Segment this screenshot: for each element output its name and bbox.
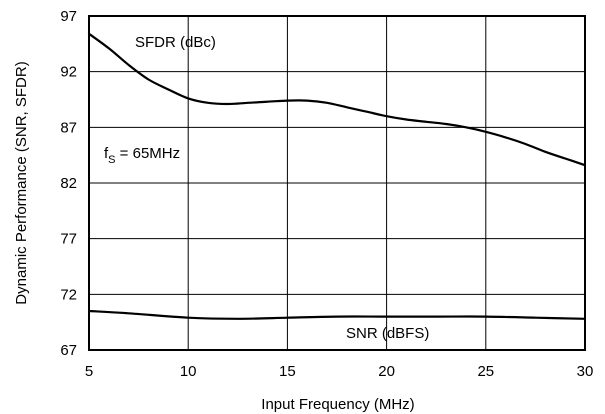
fs-value: = 65MHz [116, 145, 181, 162]
y-tick-label: 67 [60, 342, 77, 359]
x-axis-title: Input Frequency (MHz) [261, 396, 414, 413]
tick-labels: 5 10 15 20 25 30 67 72 77 82 87 92 97 [60, 8, 593, 380]
x-tick-label: 5 [85, 363, 93, 380]
sfdr-annotation: SFDR (dBc) [135, 34, 216, 51]
fs-symbol: f [104, 145, 109, 162]
grid-lines [88, 15, 586, 351]
y-tick-label: 82 [60, 175, 77, 192]
y-tick-label: 77 [60, 231, 77, 248]
fs-subscript: S [108, 154, 115, 166]
sfdr-series-line [87, 32, 587, 167]
x-tick-label: 20 [378, 363, 395, 380]
y-axis-title: Dynamic Performance (SNR, SFDR) [13, 61, 30, 304]
x-tick-label: 30 [577, 363, 594, 380]
x-tick-label: 10 [180, 363, 197, 380]
x-tick-label: 25 [477, 363, 494, 380]
sampling-frequency-annotation: fS = 65MHz [104, 145, 180, 166]
y-tick-label: 87 [60, 119, 77, 136]
y-tick-label: 72 [60, 286, 77, 303]
x-tick-label: 15 [279, 363, 296, 380]
data-curves [87, 32, 587, 320]
y-tick-label: 92 [60, 64, 77, 81]
snr-series-line [87, 309, 587, 320]
y-tick-label: 97 [60, 8, 77, 25]
plot-frame [88, 15, 586, 351]
snr-annotation: SNR (dBFS) [346, 325, 429, 342]
